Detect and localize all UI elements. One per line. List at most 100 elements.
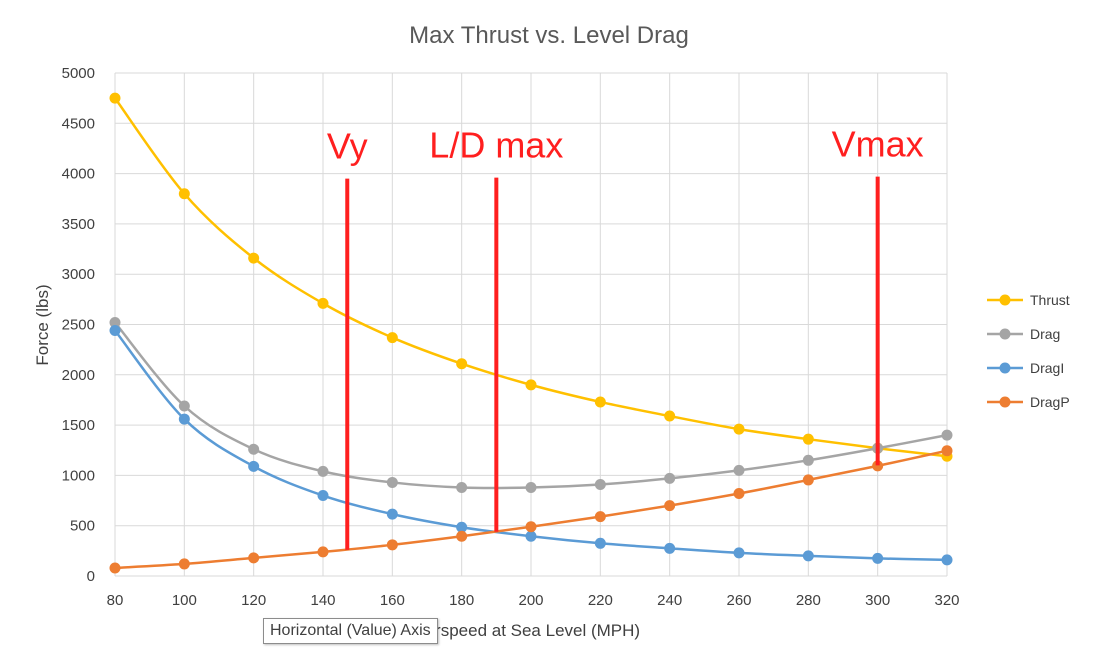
x-tick-label: 220: [588, 592, 613, 609]
data-point[interactable]: [386, 508, 398, 520]
data-point[interactable]: [594, 396, 606, 408]
x-tick-label: 160: [380, 592, 405, 609]
y-tick-label: 1000: [62, 467, 95, 484]
legend-item-dragi[interactable]: DragI: [987, 360, 1064, 376]
y-tick-label: 4000: [62, 166, 95, 183]
y-tick-label: 3000: [62, 266, 95, 283]
data-point[interactable]: [802, 474, 814, 486]
y-tick-label: 500: [70, 518, 95, 535]
data-point[interactable]: [802, 433, 814, 445]
x-tick-label: 80: [107, 592, 124, 609]
data-point[interactable]: [664, 410, 676, 422]
data-point[interactable]: [456, 521, 468, 533]
data-point[interactable]: [525, 379, 537, 391]
data-point[interactable]: [802, 454, 814, 466]
data-point[interactable]: [386, 332, 398, 344]
legend-swatch-marker: [999, 294, 1011, 306]
legend-label: DragI: [1030, 360, 1064, 376]
x-axis[interactable]: 80 100 120 140 160 180 200 220 240 260 280 300 320: [107, 592, 960, 609]
data-point[interactable]: [109, 562, 121, 574]
data-point[interactable]: [248, 252, 260, 264]
data-point[interactable]: [664, 472, 676, 484]
data-point[interactable]: [109, 316, 121, 328]
annotations: Vy L/D max Vmax: [327, 124, 924, 550]
legend-swatch-marker: [999, 362, 1011, 374]
data-point[interactable]: [386, 476, 398, 488]
data-point[interactable]: [525, 521, 537, 533]
x-tick-label: 300: [865, 592, 890, 609]
data-point[interactable]: [317, 297, 329, 309]
data-point[interactable]: [733, 547, 745, 559]
data-point[interactable]: [525, 481, 537, 493]
gridlines: [114, 72, 948, 577]
legend-swatch-marker: [999, 396, 1011, 408]
legend-label: Thrust: [1030, 292, 1070, 308]
data-point[interactable]: [386, 539, 398, 551]
x-tick-label: 320: [934, 592, 959, 609]
data-point[interactable]: [872, 460, 884, 472]
data-point[interactable]: [941, 445, 953, 457]
data-point[interactable]: [456, 530, 468, 542]
annotation-label: Vy: [327, 126, 368, 167]
legend-swatch-marker: [999, 328, 1011, 340]
x-tick-label: 140: [310, 592, 335, 609]
legend-label: Drag: [1030, 326, 1060, 342]
data-point[interactable]: [178, 188, 190, 200]
data-point[interactable]: [594, 511, 606, 523]
x-tick-label: 200: [518, 592, 543, 609]
data-point[interactable]: [178, 413, 190, 425]
data-point[interactable]: [456, 358, 468, 370]
chart-title[interactable]: Max Thrust vs. Level Drag: [409, 22, 689, 49]
data-point[interactable]: [594, 478, 606, 490]
x-tick-label: 120: [241, 592, 266, 609]
data-point[interactable]: [941, 554, 953, 566]
legend-item-drag[interactable]: Drag: [987, 326, 1060, 342]
y-axis-title[interactable]: Force (lbs): [33, 284, 52, 365]
x-tick-label: 260: [726, 592, 751, 609]
data-point[interactable]: [317, 490, 329, 502]
legend[interactable]: Thrust Drag DragI DragP: [987, 292, 1070, 410]
series-drag[interactable]: [109, 316, 953, 493]
data-point[interactable]: [178, 558, 190, 570]
data-point[interactable]: [248, 552, 260, 564]
data-point[interactable]: [733, 423, 745, 435]
data-point[interactable]: [178, 400, 190, 412]
annotation-label: Vmax: [832, 124, 924, 165]
y-tick-label: 2500: [62, 317, 95, 334]
data-point[interactable]: [594, 537, 606, 549]
data-point[interactable]: [525, 530, 537, 542]
y-tick-label: 0: [87, 568, 95, 585]
x-tick-label: 180: [449, 592, 474, 609]
data-point[interactable]: [109, 325, 121, 337]
x-axis-title[interactable]: Airspeed at Sea Level (MPH): [420, 621, 640, 640]
data-point[interactable]: [733, 464, 745, 476]
x-tick-label: 100: [172, 592, 197, 609]
y-tick-label: 4500: [62, 115, 95, 132]
data-point[interactable]: [941, 429, 953, 441]
data-point[interactable]: [802, 550, 814, 562]
data-point[interactable]: [872, 552, 884, 564]
data-point[interactable]: [109, 92, 121, 104]
legend-item-dragp[interactable]: DragP: [987, 394, 1070, 410]
series-dragi[interactable]: [109, 325, 953, 566]
y-tick-label: 5000: [62, 65, 95, 82]
y-tick-label: 2000: [62, 367, 95, 384]
x-tick-label: 280: [796, 592, 821, 609]
data-point[interactable]: [456, 481, 468, 493]
data-point[interactable]: [248, 460, 260, 472]
series-layer: [109, 92, 953, 574]
axis-tooltip: Horizontal (Value) Axis: [263, 618, 438, 644]
data-point[interactable]: [664, 542, 676, 554]
y-tick-label: 3500: [62, 216, 95, 233]
y-axis-ticks: 0 500 1000 1500 2000 2500 3000 3500 4000 4500 5000: [62, 65, 95, 585]
annotation-label: L/D max: [429, 125, 563, 166]
data-point[interactable]: [733, 488, 745, 500]
data-point[interactable]: [317, 465, 329, 477]
series-dragp[interactable]: [109, 445, 953, 574]
legend-item-thrust[interactable]: Thrust: [987, 292, 1070, 308]
data-point[interactable]: [317, 546, 329, 558]
data-point[interactable]: [248, 443, 260, 455]
data-point[interactable]: [664, 500, 676, 512]
